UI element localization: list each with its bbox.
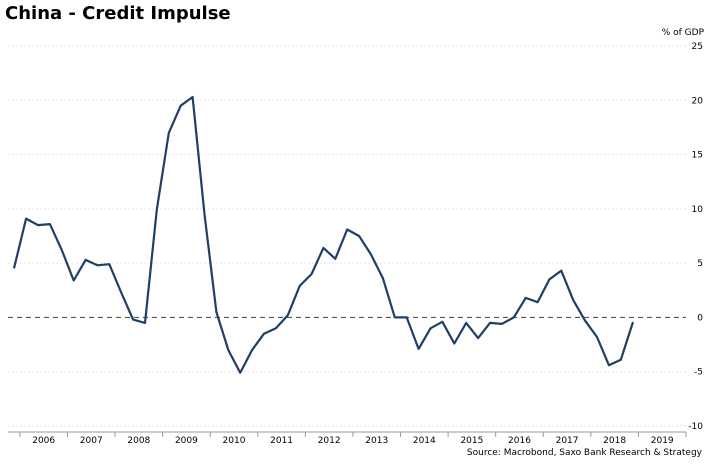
- series-layer: [13, 95, 634, 374]
- x-tick-label: 2016: [508, 436, 531, 446]
- x-tick-label: 2013: [365, 436, 388, 446]
- x-tick-label: 2006: [32, 436, 55, 446]
- x-tick-label: 2014: [413, 436, 436, 446]
- y-tick-label: 20: [692, 96, 704, 106]
- x-tick-label: 2012: [318, 436, 341, 446]
- source-note: Source: Macrobond, Saxo Bank Research & …: [466, 448, 702, 458]
- y-tick-label: -10: [688, 422, 703, 432]
- y-axis-ticks: -10 -5 0 5 10 15 20 25: [688, 42, 703, 432]
- x-axis: 2006 2007 2008 2009 2010 2011 2012 2013 2014 2015…: [8, 431, 687, 446]
- y-tick-label: -5: [694, 368, 703, 378]
- x-tick-label: 2009: [175, 436, 198, 446]
- gridlines: [8, 45, 686, 427]
- x-tick-label: 2017: [556, 436, 579, 446]
- x-tick-label: 2019: [651, 436, 674, 446]
- y-tick-label: 0: [697, 313, 703, 323]
- y-tick-label: 10: [692, 205, 704, 215]
- x-tick-label: 2011: [270, 436, 293, 446]
- x-tick-label: 2015: [460, 436, 483, 446]
- y-axis-unit-label: % of GDP: [661, 28, 704, 38]
- x-tick-label: 2010: [223, 436, 246, 446]
- chart-title: China - Credit Impulse: [5, 3, 231, 24]
- x-tick-label: 2008: [127, 436, 150, 446]
- y-tick-label: 15: [692, 151, 703, 161]
- x-tick-label: 2007: [80, 436, 103, 446]
- y-tick-label: 25: [692, 42, 703, 52]
- series-line: [13, 95, 634, 374]
- y-tick-label: 5: [697, 259, 703, 269]
- x-tick-label: 2018: [603, 436, 626, 446]
